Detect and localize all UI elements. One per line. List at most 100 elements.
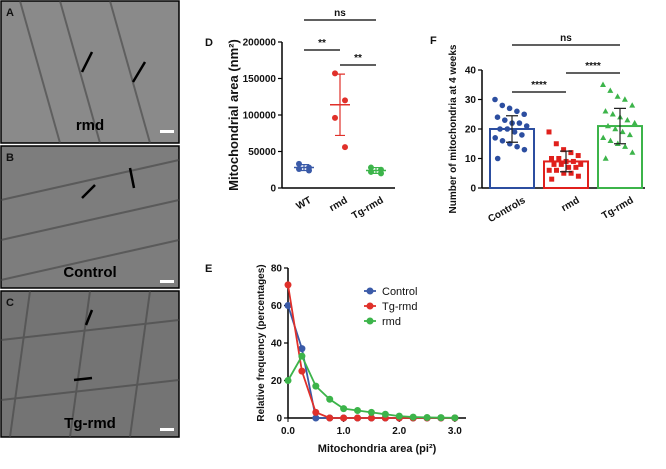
data-point xyxy=(609,111,616,117)
x-tick-label: Tg-rmd xyxy=(600,195,635,222)
series-marker xyxy=(437,414,445,422)
x-tick-label: WT xyxy=(295,195,314,212)
micrograph-label: rmd xyxy=(76,117,104,134)
data-point xyxy=(332,114,338,121)
series-marker xyxy=(409,413,417,421)
series-marker xyxy=(298,352,306,360)
series-marker xyxy=(298,345,306,353)
series-marker xyxy=(395,412,403,420)
y-tick-label: 60 xyxy=(271,301,283,312)
significance-label: ** xyxy=(354,53,362,64)
data-point xyxy=(568,170,574,176)
y-tick-label: 40 xyxy=(465,66,477,77)
data-point xyxy=(296,160,302,167)
data-point xyxy=(607,87,614,93)
x-tick-label: Controls xyxy=(486,195,527,225)
y-tick-label: 0 xyxy=(270,184,276,195)
data-point xyxy=(619,128,626,135)
significance-label: ns xyxy=(334,8,346,19)
x-tick-label: rmd xyxy=(560,195,582,214)
data-point xyxy=(502,117,508,123)
series-marker xyxy=(340,414,348,422)
data-point xyxy=(629,102,636,108)
x-tick-label: 3.0 xyxy=(448,426,462,437)
x-tick-label: rmd xyxy=(328,195,350,214)
data-point xyxy=(549,156,554,161)
data-point xyxy=(492,96,498,103)
data-point xyxy=(631,119,638,126)
y-axis-label: Number of mitochondria at 4 weeks xyxy=(448,44,459,213)
series-marker xyxy=(326,414,334,422)
series-marker xyxy=(381,410,389,418)
data-point xyxy=(605,122,611,129)
series-marker xyxy=(312,414,320,422)
data-point xyxy=(602,108,609,114)
data-point xyxy=(514,143,520,150)
x-tick-label: 2.0 xyxy=(392,426,406,437)
panel-letter: B xyxy=(6,152,14,164)
y-axis-label: Relative frequency (percentages) xyxy=(256,264,267,421)
error-bar xyxy=(299,164,309,172)
data-point xyxy=(546,167,552,173)
micrograph-label: Control xyxy=(63,264,116,281)
y-tick-label: 20 xyxy=(465,125,477,136)
legend-label: Control xyxy=(382,286,417,298)
data-point xyxy=(624,116,631,123)
data-point xyxy=(570,158,576,164)
panel-letter: A xyxy=(6,7,14,19)
data-point xyxy=(519,132,525,138)
panel-letter: D xyxy=(205,37,213,49)
data-point xyxy=(549,176,555,182)
series-marker xyxy=(451,414,459,422)
error-bar xyxy=(614,107,626,145)
series-marker xyxy=(367,414,375,422)
y-tick-label: 100000 xyxy=(243,111,277,122)
data-point xyxy=(511,129,518,135)
series-marker xyxy=(354,407,362,414)
x-tick-label: 0.0 xyxy=(281,426,295,437)
data-point xyxy=(553,141,559,147)
data-point xyxy=(342,97,348,104)
data-point xyxy=(554,167,559,173)
series-marker xyxy=(423,413,431,421)
data-point xyxy=(575,153,581,159)
data-point xyxy=(521,146,528,153)
panel-letter: F xyxy=(430,35,437,47)
data-point xyxy=(600,81,606,87)
y-tick-label: 50000 xyxy=(248,147,276,158)
error-bar xyxy=(335,73,345,137)
data-point xyxy=(607,137,614,143)
data-point xyxy=(573,164,579,170)
error-bar xyxy=(506,115,518,143)
data-point xyxy=(558,161,564,167)
significance-label: **** xyxy=(585,61,601,72)
data-point xyxy=(621,96,628,102)
y-tick-label: 150000 xyxy=(243,74,277,85)
significance-label: ns xyxy=(560,33,572,44)
data-point xyxy=(566,164,572,170)
series-marker xyxy=(340,405,348,413)
panel-letter: C xyxy=(6,297,14,309)
y-tick-label: 10 xyxy=(465,154,477,165)
data-point xyxy=(514,108,520,115)
data-point xyxy=(602,155,609,161)
data-point xyxy=(622,143,629,149)
series-marker xyxy=(312,408,320,416)
x-tick-label: Tg-rmd xyxy=(350,195,385,222)
panel-letter: E xyxy=(205,263,212,275)
data-point xyxy=(504,126,511,132)
y-tick-label: 20 xyxy=(271,376,283,387)
series-marker xyxy=(326,395,334,403)
data-point xyxy=(497,126,503,132)
data-point xyxy=(561,147,567,153)
y-tick-label: 30 xyxy=(465,95,477,106)
series-marker xyxy=(367,408,375,416)
y-tick-label: 80 xyxy=(271,264,283,275)
significance-label: **** xyxy=(531,80,547,91)
data-point xyxy=(612,125,619,132)
series-marker xyxy=(284,281,292,289)
data-point xyxy=(578,161,584,167)
y-tick-label: 0 xyxy=(276,414,282,425)
data-point xyxy=(494,155,501,162)
